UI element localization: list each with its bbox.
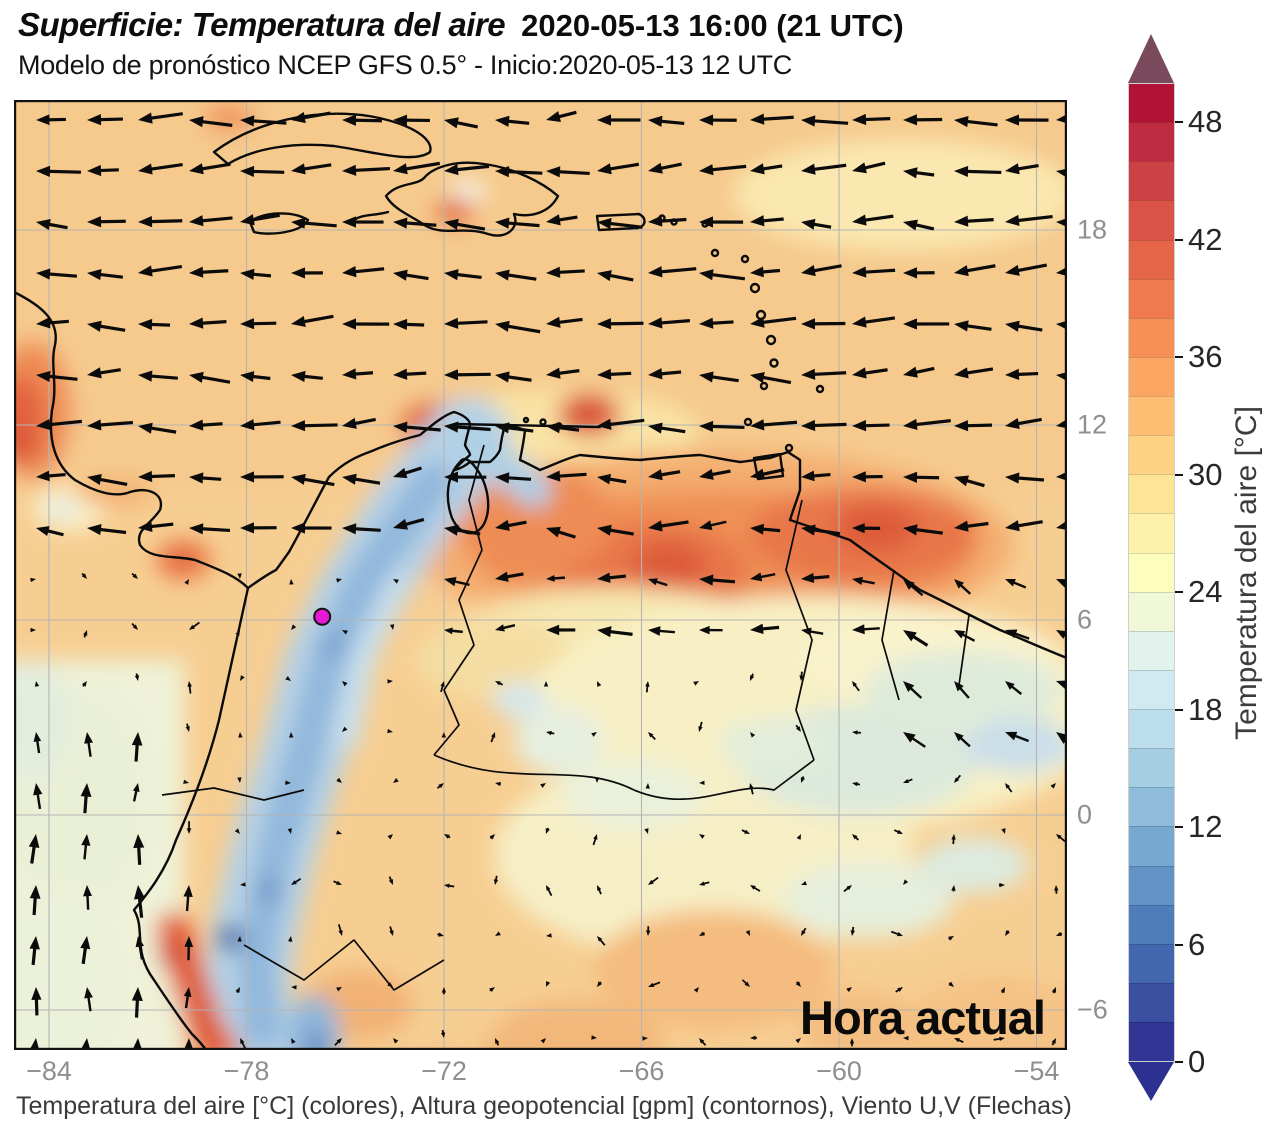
y-tick-label: 12 — [1077, 410, 1107, 441]
colorbar-segment — [1129, 279, 1174, 318]
colorbar-segment — [1129, 553, 1174, 592]
colorbar-segment — [1129, 787, 1174, 826]
colorbar-segment — [1129, 200, 1174, 239]
colorbar-tick-label: 6 — [1188, 927, 1205, 963]
figure-header: Superficie: Temperatura del aire 2020-05-… — [18, 6, 904, 81]
plot-subtitle: Modelo de pronóstico NCEP GFS 0.5° - Ini… — [18, 50, 904, 81]
colorbar-tickmark — [1175, 474, 1183, 476]
colorbar-segment — [1129, 474, 1174, 513]
x-tick-label: −78 — [224, 1056, 270, 1087]
plot-title: Superficie: Temperatura del aire — [18, 6, 505, 43]
colorbar-segment — [1129, 240, 1174, 279]
colorbar-segment — [1129, 866, 1174, 905]
y-tick-label: −6 — [1077, 995, 1108, 1026]
colorbar-title: Temperatura del aire [°C] — [1227, 223, 1267, 923]
y-tick-label: 18 — [1077, 215, 1107, 246]
colorbar-segment — [1129, 84, 1174, 122]
colorbar-tick-label: 48 — [1188, 104, 1222, 140]
colorbar-tickmark — [1175, 591, 1183, 593]
colorbar-segment — [1129, 513, 1174, 552]
colorbar-tickmark — [1175, 1061, 1183, 1063]
colorbar-tickmark — [1175, 239, 1183, 241]
colorbar-tick-label: 0 — [1188, 1044, 1205, 1080]
colorbar-segment — [1129, 944, 1174, 983]
weather-map-figure: Superficie: Temperatura del aire 2020-05-… — [0, 0, 1279, 1133]
x-tick-label: −66 — [619, 1056, 665, 1087]
map-marker — [314, 609, 330, 625]
y-tick-label: 6 — [1077, 605, 1092, 636]
colorbar-tickmark — [1175, 356, 1183, 358]
colorbar-segment — [1129, 122, 1174, 161]
colorbar-tick-label: 18 — [1188, 692, 1222, 728]
current-time-annotation: Hora actual — [800, 990, 1045, 1045]
colorbar-segment — [1129, 905, 1174, 944]
y-tick-label: 0 — [1077, 800, 1092, 831]
plot-datetime: 2020-05-13 16:00 (21 UTC) — [521, 8, 904, 43]
colorbar-segment — [1129, 631, 1174, 670]
colorbar-segment — [1129, 670, 1174, 709]
colorbar-tick-label: 36 — [1188, 339, 1222, 375]
colorbar-segment — [1129, 709, 1174, 748]
colorbar-segment — [1129, 1022, 1174, 1061]
colorbar-segment — [1129, 435, 1174, 474]
colorbar-tick-label: 24 — [1188, 574, 1222, 610]
colorbar-tick-label: 42 — [1188, 222, 1222, 258]
x-tick-label: −60 — [816, 1056, 862, 1087]
x-tick-label: −84 — [26, 1056, 72, 1087]
colorbar-segment — [1129, 357, 1174, 396]
colorbar — [1128, 83, 1175, 1062]
colorbar-segment — [1129, 826, 1174, 865]
colorbar-tick-label: 30 — [1188, 457, 1222, 493]
x-tick-label: −54 — [1014, 1056, 1060, 1087]
x-tick-label: −72 — [421, 1056, 467, 1087]
colorbar-tickmark — [1175, 944, 1183, 946]
colorbar-tick-label: 12 — [1188, 809, 1222, 845]
colorbar-segment — [1129, 396, 1174, 435]
colorbar-tickmark — [1175, 121, 1183, 123]
colorbar-segment — [1129, 592, 1174, 631]
temperature-field-layer — [14, 100, 1067, 1050]
colorbar-over-arrow — [1128, 34, 1174, 83]
colorbar-segment — [1129, 983, 1174, 1022]
colorbar-segment — [1129, 748, 1174, 787]
colorbar-tickmark — [1175, 709, 1183, 711]
colorbar-segment — [1129, 161, 1174, 200]
map-canvas — [14, 100, 1067, 1050]
figure-caption: Temperatura del aire [°C] (colores), Alt… — [16, 1092, 1278, 1121]
colorbar-tickmark — [1175, 826, 1183, 828]
colorbar-segment — [1129, 318, 1174, 357]
